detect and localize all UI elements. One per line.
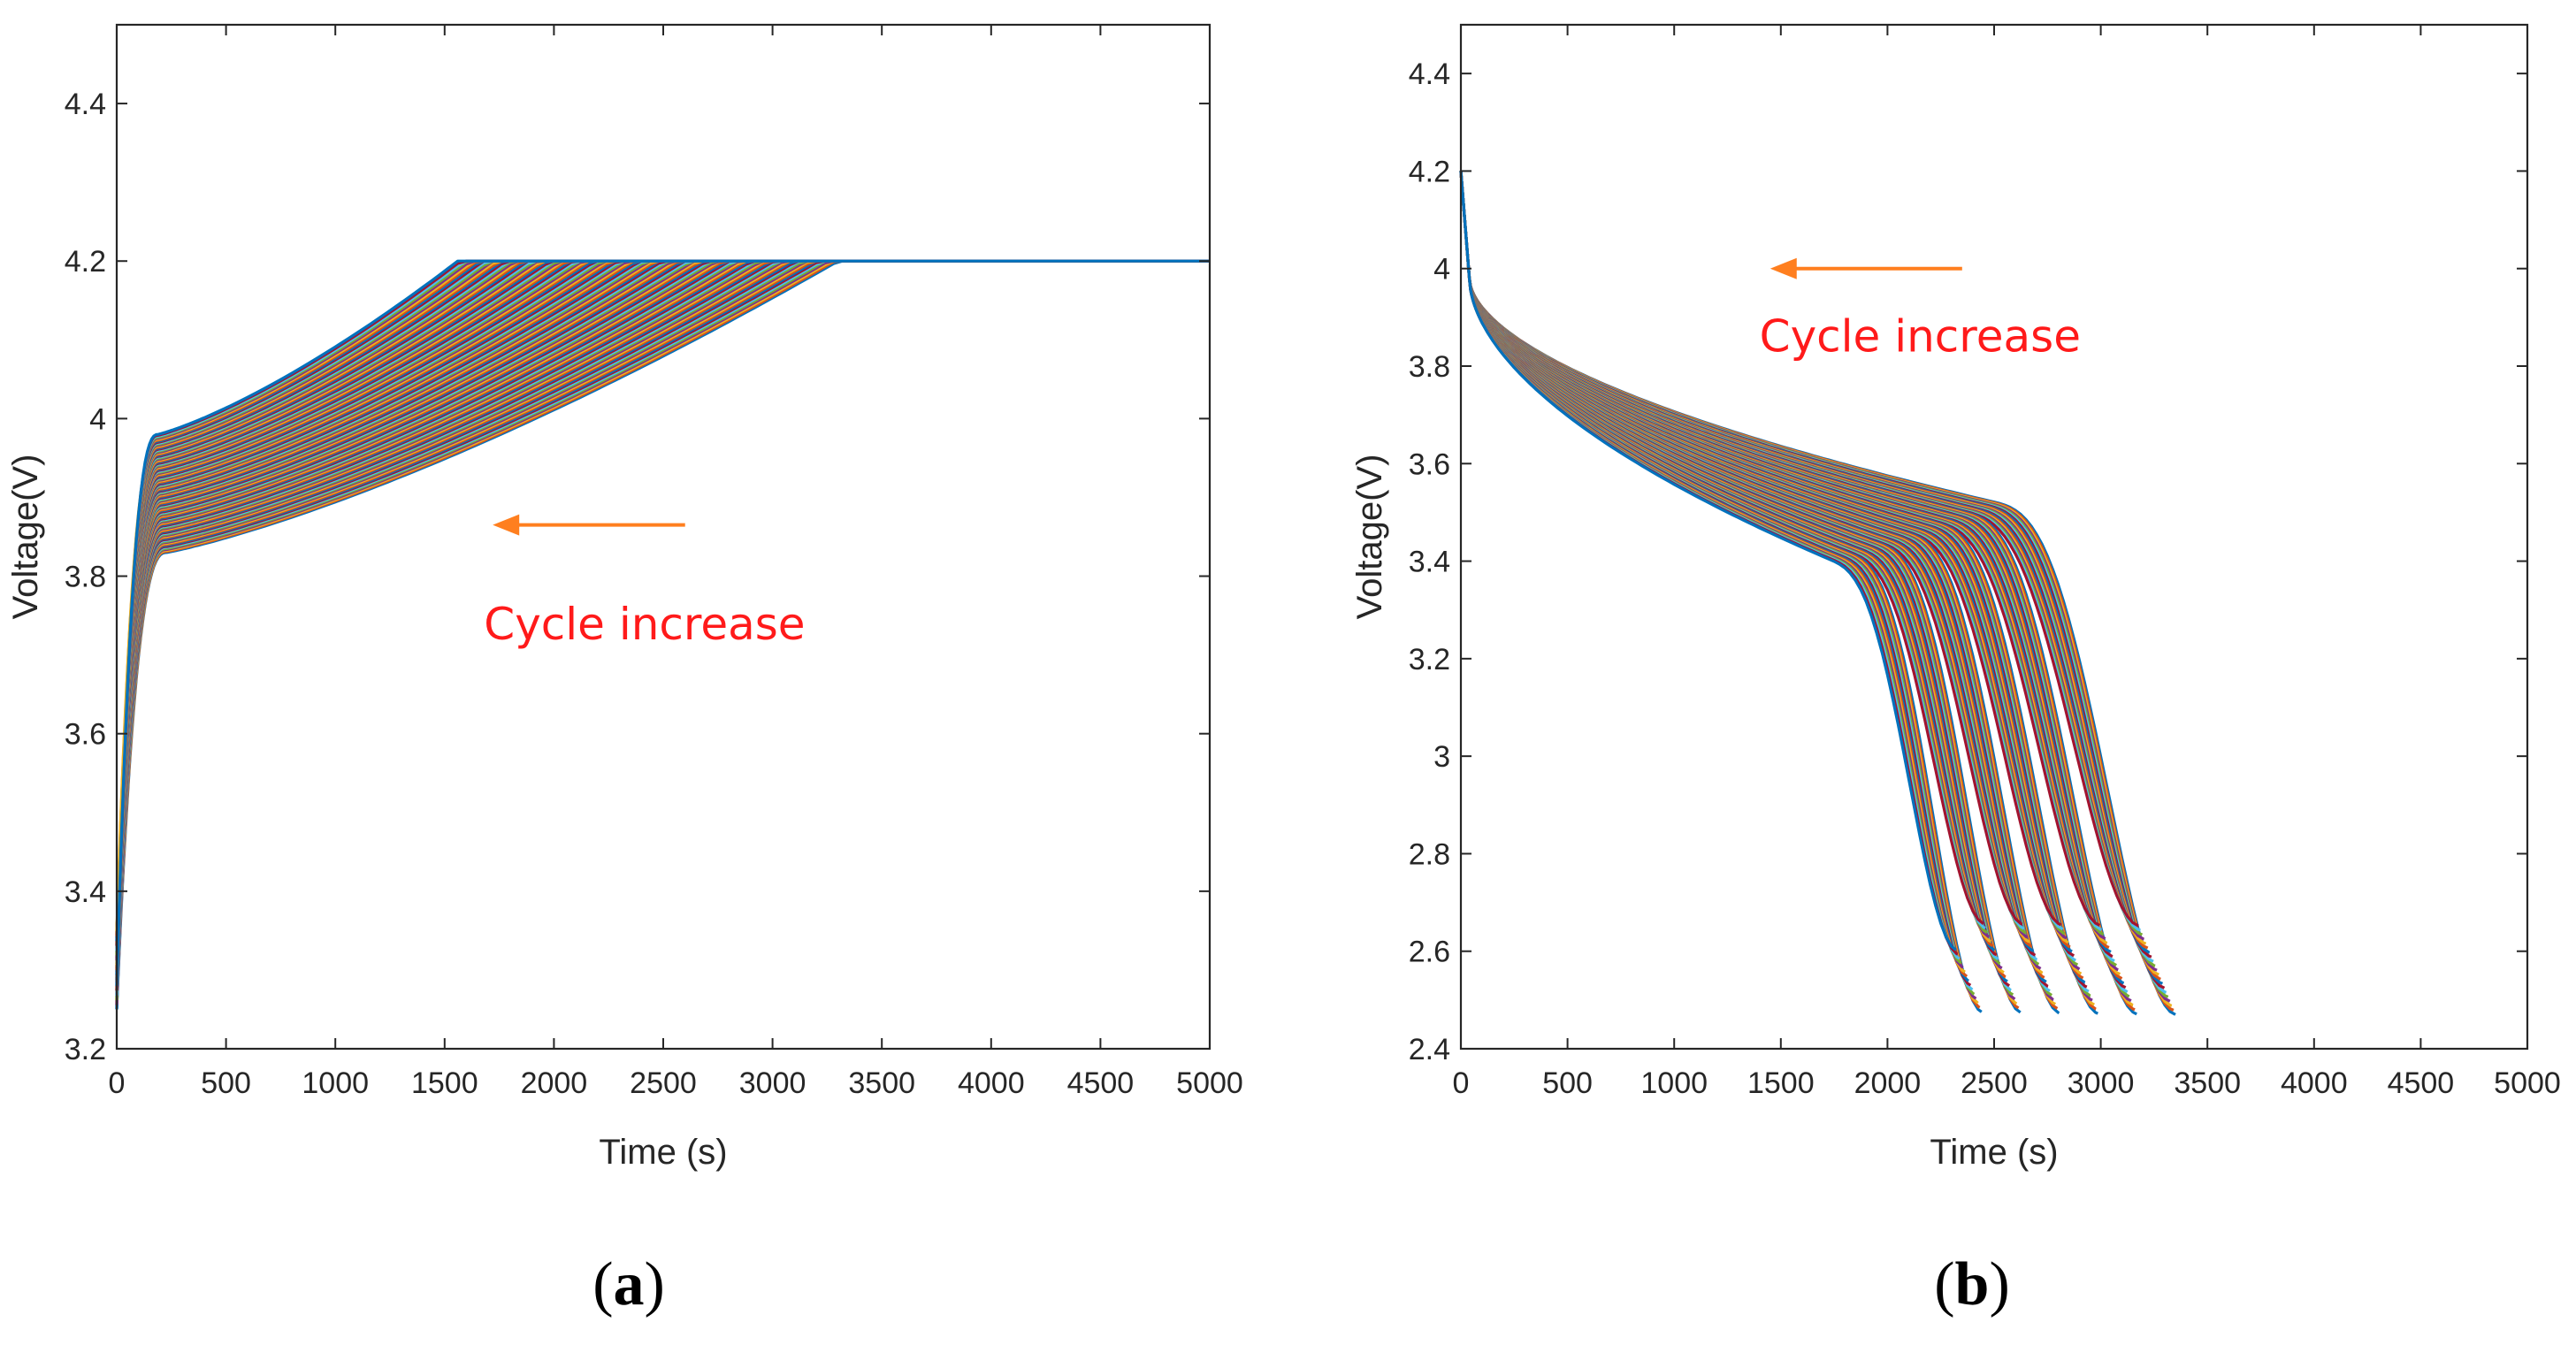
chart-b-y-tick-label: 4.4 (1409, 57, 1450, 91)
chart-a-arrowhead (493, 514, 520, 536)
chart-b-series-line (1459, 171, 1957, 951)
chart-a-y-tick-label: 3.6 (65, 718, 106, 752)
chart-b-x-tick-label: 2000 (1854, 1066, 1922, 1100)
chart-a-x-tick-label: 5000 (1176, 1066, 1243, 1100)
chart-a-x-tick-label: 2000 (521, 1066, 588, 1100)
chart-a-series-line (115, 259, 1210, 986)
chart-b-x-tick-label: 3500 (2174, 1066, 2241, 1100)
chart-a-annotation: Cycle increase (484, 514, 806, 650)
chart-b-y-tick-label: 3.8 (1409, 350, 1450, 384)
chart-b-y-tick-label: 3.2 (1409, 643, 1450, 676)
chart-a-y-tick-label: 4.2 (65, 245, 106, 279)
chart-b-x-tick-label: 2500 (1961, 1066, 2028, 1100)
chart-b-y-tick-label: 2.8 (1409, 837, 1450, 871)
chart-b-x-tick-label: 1000 (1640, 1066, 1708, 1100)
chart-b-panel-label: (b) (1934, 1250, 2010, 1318)
chart-a-x-tick-label: 1500 (411, 1066, 478, 1100)
chart-a-panel-label: (a) (592, 1250, 665, 1318)
chart-a-x-tick-label: 500 (201, 1066, 251, 1100)
chart-a-panel-letter: a (614, 1250, 645, 1318)
chart-a-x-axis-label: Time (s) (599, 1133, 727, 1172)
chart-b-y-axis-label: Voltage(V) (1350, 455, 1389, 620)
chart-b-y-tick-label: 3 (1433, 740, 1450, 774)
chart-b-annotation-text: Cycle increase (1760, 310, 2081, 362)
chart-a-x-tick-label: 2500 (630, 1066, 697, 1100)
chart-a-x-tick-label: 4500 (1067, 1066, 1135, 1100)
chart-b-y-tick-label: 3.4 (1409, 546, 1450, 579)
chart-a-y-tick-label: 3.8 (65, 561, 106, 594)
chart-b-x-tick-label: 3000 (2068, 1066, 2135, 1100)
chart-a-y-tick-label: 4.4 (65, 88, 106, 121)
chart-a-y-tick-label: 3.4 (65, 875, 106, 909)
chart-a-x-tick-label: 1000 (302, 1066, 369, 1100)
chart-a-y-tick-label: 3.2 (65, 1033, 106, 1066)
chart-b-y-tick-label: 4 (1433, 253, 1450, 287)
chart-panel-a: 0 500 1000 1500 2000 2500 3000 3500 4000 4500 5000… (6, 23, 1243, 1318)
chart-b-arrowhead (1770, 257, 1797, 279)
chart-b-x-tick-label: 0 (1453, 1066, 1470, 1100)
chart-a-y-axis-label: Voltage(V) (6, 455, 45, 620)
chart-b-x-tick-label: 4000 (2281, 1066, 2348, 1100)
chart-b-y-tick-label: 3.6 (1409, 447, 1450, 481)
chart-b-x-tick-label: 5000 (2494, 1066, 2561, 1100)
chart-a-series-group (115, 259, 1210, 1010)
chart-b-x-tick-label: 1500 (1747, 1066, 1815, 1100)
chart-b-annotation: Cycle increase (1760, 257, 2081, 362)
chart-panel-b: 0 500 1000 1500 2000 2500 3000 3500 4000 4500 5000… (1350, 23, 2561, 1318)
chart-b-x-tick-label: 4500 (2388, 1066, 2455, 1100)
chart-a-annotation-text: Cycle increase (484, 599, 805, 650)
chart-a-x-tick-label: 0 (109, 1066, 126, 1100)
chart-b-x-tick-label: 500 (1542, 1066, 1593, 1100)
chart-a-axes: 0 500 1000 1500 2000 2500 3000 3500 4000 4500 5000… (65, 23, 1243, 1100)
chart-b-y-tick-label: 4.2 (1409, 155, 1450, 188)
chart-b-x-axis-label: Time (s) (1930, 1133, 2058, 1172)
chart-a-x-tick-label: 3000 (739, 1066, 806, 1100)
chart-a-x-tick-label: 4000 (958, 1066, 1025, 1100)
chart-b-y-tick-label: 2.4 (1409, 1033, 1450, 1066)
chart-b-series-group (1459, 171, 2176, 1016)
chart-b-y-tick-label: 2.6 (1409, 936, 1450, 969)
chart-b-axes: 0 500 1000 1500 2000 2500 3000 3500 4000 4500 5000… (1409, 23, 2561, 1100)
chart-b-panel-letter: b (1955, 1250, 1990, 1318)
chart-a-x-tick-label: 3500 (848, 1066, 915, 1100)
chart-a-y-tick-label: 4 (89, 402, 106, 436)
